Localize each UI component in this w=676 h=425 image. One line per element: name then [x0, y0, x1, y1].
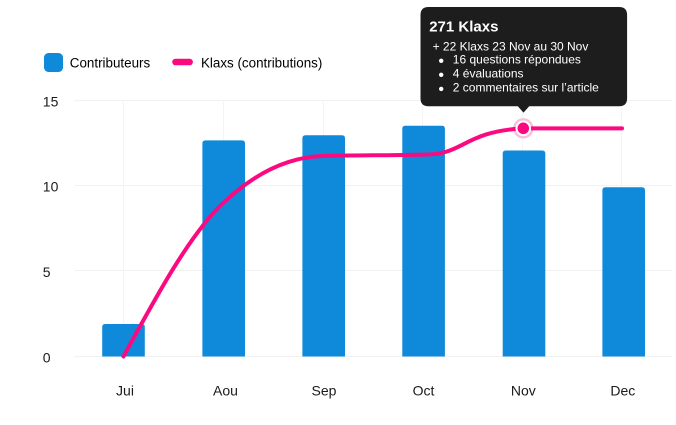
- svg-text:Contributeurs: Contributeurs: [70, 56, 151, 71]
- svg-text:Jui: Jui: [116, 383, 134, 399]
- svg-text:4 évaluations: 4 évaluations: [453, 66, 524, 80]
- svg-text:2 commentaires sur l’article: 2 commentaires sur l’article: [453, 81, 599, 95]
- svg-text:Dec: Dec: [610, 383, 635, 399]
- svg-text:Aou: Aou: [213, 383, 238, 399]
- svg-text:15: 15: [43, 94, 59, 110]
- svg-text:5: 5: [43, 264, 51, 280]
- svg-text:Nov: Nov: [511, 383, 536, 399]
- svg-text:10: 10: [43, 179, 59, 195]
- svg-text:Sep: Sep: [312, 383, 337, 399]
- svg-text:Oct: Oct: [413, 383, 435, 399]
- svg-text:0: 0: [43, 350, 51, 366]
- svg-text:16 questions répondues: 16 questions répondues: [453, 52, 581, 66]
- svg-text:+ 22 Klaxs 23 Nov au 30 Nov: + 22 Klaxs 23 Nov au 30 Nov: [433, 40, 589, 54]
- svg-text:Klaxs (contributions): Klaxs (contributions): [201, 56, 322, 71]
- svg-text:271 Klaxs: 271 Klaxs: [429, 19, 498, 36]
